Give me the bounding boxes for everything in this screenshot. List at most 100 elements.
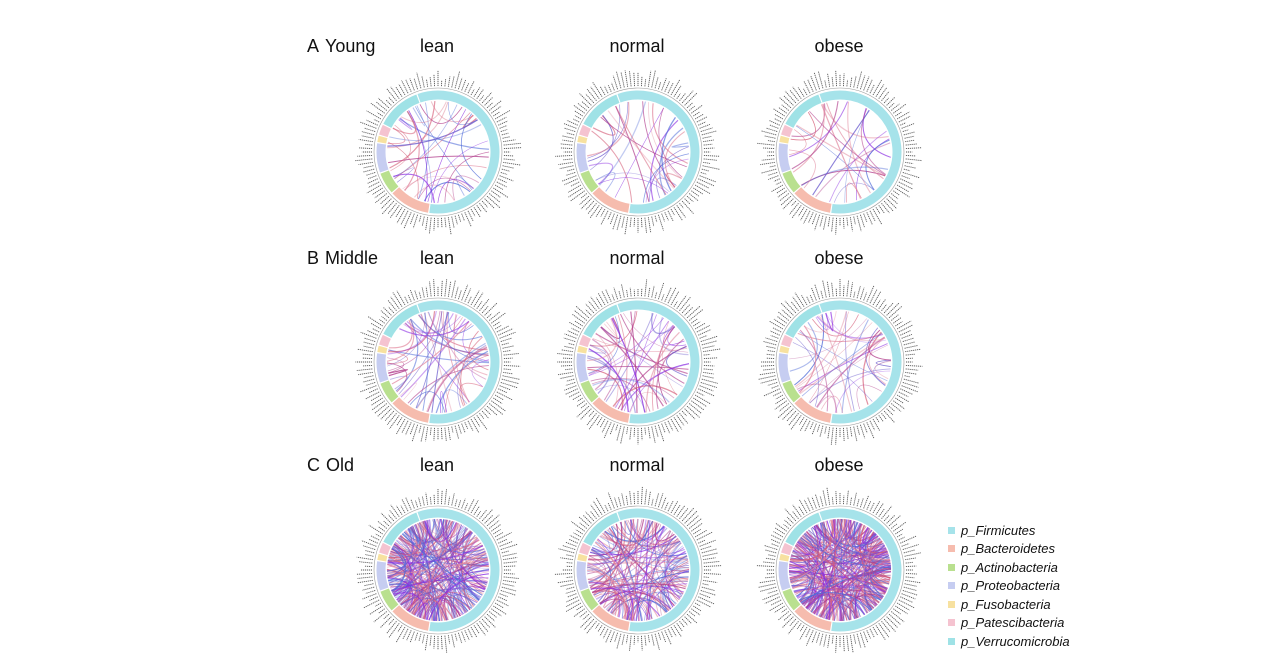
taxon-label bbox=[701, 378, 718, 384]
ring-segment bbox=[392, 605, 430, 631]
chord-link bbox=[817, 395, 837, 413]
taxon-label bbox=[831, 635, 834, 645]
taxon-label bbox=[684, 198, 691, 205]
chord-link bbox=[392, 519, 429, 595]
taxon-label bbox=[498, 328, 514, 336]
taxon-label bbox=[835, 491, 837, 505]
taxon-label bbox=[822, 489, 827, 506]
taxon-label bbox=[664, 286, 672, 302]
taxon-label bbox=[633, 492, 635, 505]
taxon-label bbox=[362, 357, 373, 359]
chord-link bbox=[829, 130, 887, 203]
taxon-label bbox=[496, 181, 507, 188]
chord-link bbox=[598, 177, 669, 194]
taxon-label bbox=[386, 621, 397, 634]
chord-link bbox=[426, 346, 487, 412]
taxon-label bbox=[565, 586, 575, 590]
taxon-label bbox=[875, 625, 886, 640]
taxon-label bbox=[611, 294, 615, 301]
taxon-label bbox=[573, 118, 580, 123]
taxon-label bbox=[657, 493, 664, 508]
chord-link bbox=[642, 153, 690, 203]
taxon-label bbox=[562, 139, 573, 143]
taxon-label bbox=[843, 217, 845, 229]
taxon-label bbox=[496, 532, 512, 541]
taxon-label bbox=[493, 187, 509, 198]
chord-link bbox=[811, 526, 890, 557]
chord-link bbox=[600, 586, 685, 605]
taxon-label bbox=[356, 573, 373, 575]
taxon-label bbox=[757, 375, 776, 380]
taxon-label bbox=[883, 514, 890, 522]
taxon-label bbox=[759, 371, 775, 376]
ring-segment bbox=[778, 561, 791, 591]
chord-link bbox=[387, 532, 474, 577]
chord-link bbox=[459, 382, 483, 407]
taxon-label bbox=[691, 400, 705, 411]
taxon-label bbox=[502, 165, 514, 169]
taxon-label bbox=[566, 168, 575, 172]
taxon-label bbox=[484, 408, 491, 415]
taxon-label bbox=[498, 388, 507, 394]
taxon-label bbox=[467, 420, 474, 431]
taxon-label bbox=[647, 217, 652, 233]
taxon-label bbox=[781, 104, 789, 111]
taxon-label bbox=[826, 487, 831, 505]
taxon-label bbox=[369, 605, 383, 615]
chord-link bbox=[804, 532, 884, 599]
taxon-label bbox=[400, 210, 409, 226]
taxon-label bbox=[385, 99, 392, 106]
taxon-label bbox=[578, 516, 590, 527]
taxon-label bbox=[503, 142, 522, 146]
chord-link bbox=[408, 520, 453, 541]
chord-link bbox=[862, 527, 879, 544]
taxon-label bbox=[607, 212, 612, 220]
chord-link bbox=[806, 571, 891, 609]
taxon-label bbox=[902, 544, 919, 551]
chord-link bbox=[635, 555, 688, 622]
taxon-label bbox=[819, 215, 824, 227]
taxon-label bbox=[684, 408, 696, 420]
taxon-label bbox=[856, 285, 861, 299]
taxon-label bbox=[827, 217, 831, 227]
taxon-label bbox=[676, 415, 685, 426]
chord-link bbox=[394, 112, 471, 180]
taxon-label bbox=[905, 365, 923, 367]
taxon-label bbox=[764, 549, 777, 554]
taxon-label bbox=[647, 70, 652, 87]
taxon-label bbox=[767, 589, 778, 594]
taxon-label bbox=[763, 147, 775, 149]
chord-link bbox=[392, 592, 427, 620]
taxon-label bbox=[863, 495, 870, 509]
taxon-label bbox=[565, 602, 582, 612]
taxon-label bbox=[781, 309, 792, 319]
taxon-label bbox=[499, 125, 508, 129]
chord-link bbox=[587, 114, 614, 162]
taxon-label bbox=[776, 187, 785, 194]
taxon-label bbox=[835, 70, 837, 87]
taxon-label bbox=[896, 320, 912, 330]
chord-link bbox=[630, 392, 667, 413]
taxon-label bbox=[595, 297, 603, 307]
taxon-label bbox=[811, 496, 817, 509]
taxon-label bbox=[800, 208, 808, 221]
taxon-label bbox=[902, 337, 914, 343]
chord-link bbox=[799, 336, 885, 395]
ring-segment bbox=[592, 605, 630, 631]
taxon-label bbox=[883, 618, 896, 632]
taxon-label bbox=[414, 290, 419, 300]
taxon-label bbox=[629, 287, 632, 297]
taxon-label bbox=[501, 586, 517, 592]
chord-link bbox=[441, 389, 468, 413]
taxon-label bbox=[686, 102, 693, 109]
chord-link bbox=[661, 541, 682, 613]
taxon-label bbox=[363, 165, 374, 169]
taxon-label bbox=[582, 514, 592, 524]
chord-link bbox=[825, 312, 887, 343]
taxon-label bbox=[696, 116, 708, 123]
taxon-label bbox=[679, 413, 689, 424]
taxon-label bbox=[891, 611, 905, 623]
taxon-label bbox=[457, 632, 463, 644]
taxon-label bbox=[607, 502, 612, 510]
chord-link bbox=[849, 520, 878, 545]
